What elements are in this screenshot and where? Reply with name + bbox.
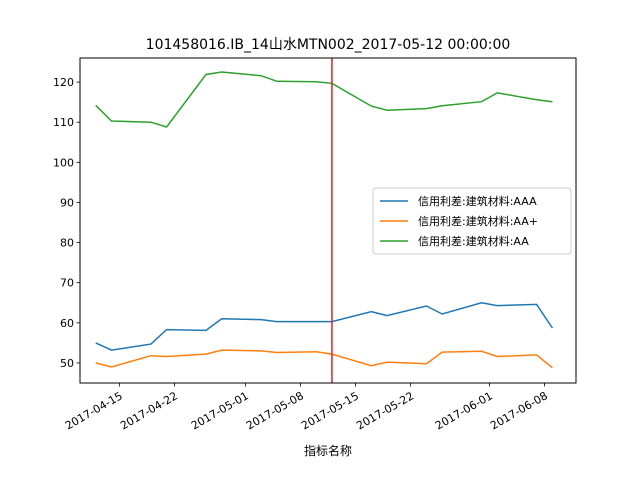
- x-tick-label: 2017-05-01: [189, 389, 251, 432]
- legend: 信用利差:建筑材料:AAA 信用利差:建筑材料:AA+ 信用利差:建筑材料:AA: [372, 187, 572, 255]
- series-line-2: [95, 349, 553, 369]
- x-tick-label: 2017-05-08: [244, 389, 306, 432]
- y-tick-label: 110: [53, 116, 74, 129]
- y-tick-label: 50: [60, 357, 74, 370]
- x-tick-label: 2017-06-01: [433, 389, 495, 432]
- plot-area: [95, 58, 554, 383]
- y-tick-label: 80: [60, 237, 74, 250]
- chart-title: 101458016.IB_14山水MTN002_2017-05-12 00:00…: [146, 37, 511, 53]
- x-tick-label: 2017-06-08: [488, 389, 550, 432]
- x-tick-label: 2017-05-15: [299, 389, 361, 432]
- axes-frame: [79, 57, 577, 384]
- y-tick-label: 90: [60, 196, 74, 209]
- series-line-3: [95, 71, 553, 128]
- y-tick-label: 120: [53, 76, 74, 89]
- y-tick-label: 70: [60, 277, 74, 290]
- legend-label-1: 信用利差:建筑材料:AAA: [418, 194, 537, 208]
- legend-label-2: 信用利差:建筑材料:AA+: [418, 214, 538, 228]
- legend-box: [372, 187, 572, 255]
- y-tick-label: 100: [53, 156, 74, 169]
- y-tick-label: 60: [60, 317, 74, 330]
- x-tick-label: 2017-04-22: [118, 389, 180, 432]
- x-tick-label: 2017-04-15: [63, 389, 125, 432]
- x-axis-label: 指标名称: [304, 443, 352, 458]
- legend-label-3: 信用利差:建筑材料:AA: [418, 234, 529, 248]
- series-line-1: [95, 302, 554, 351]
- y-axis: 50 60 70 80 90 100 110 120: [53, 76, 80, 370]
- x-tick-label: 2017-05-22: [354, 389, 416, 432]
